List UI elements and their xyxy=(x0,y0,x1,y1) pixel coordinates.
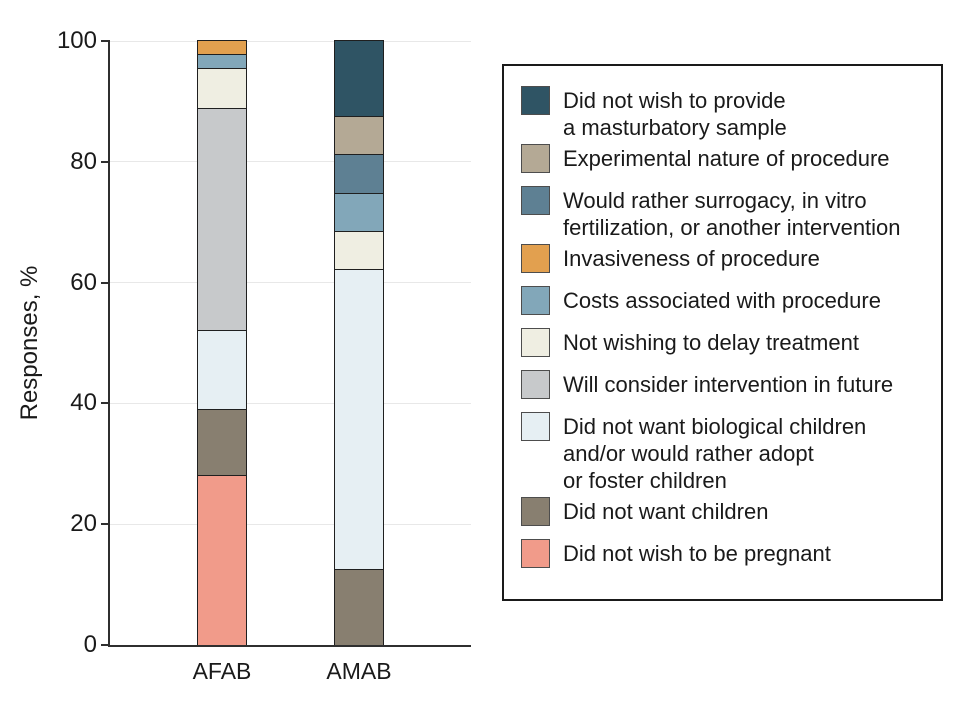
y-tick-mark xyxy=(101,644,108,646)
legend-label: Invasiveness of procedure xyxy=(563,244,820,272)
bar-amab xyxy=(334,40,384,646)
bar-segment xyxy=(198,408,246,475)
legend-label: Not wishing to delay treatment xyxy=(563,328,859,356)
y-tick-label: 40 xyxy=(70,389,97,417)
legend-label-line: Costs associated with procedure xyxy=(563,288,881,313)
y-tick-label: 80 xyxy=(70,147,97,175)
bar-segment xyxy=(198,108,246,331)
bar-segment xyxy=(198,54,246,69)
bar-segment xyxy=(198,68,246,109)
legend-item: Did not want children xyxy=(521,497,927,526)
legend-label: Did not wish to be pregnant xyxy=(563,539,831,567)
y-gridline xyxy=(110,161,471,163)
legend-label-line: Did not wish to provide xyxy=(563,88,786,113)
y-tick-mark xyxy=(101,523,108,526)
legend-label-line: fertilization, or another intervention xyxy=(563,215,901,240)
legend-label-line: Will consider intervention in future xyxy=(563,372,894,397)
legend-item: Not wishing to delay treatment xyxy=(521,328,927,357)
legend-swatch xyxy=(521,370,550,399)
legend-label-line: a masturbatory sample xyxy=(563,115,787,140)
bar-segment xyxy=(335,569,383,645)
legend-item: Did not wish to be pregnant xyxy=(521,539,927,568)
y-axis-line xyxy=(108,40,110,647)
legend-swatch xyxy=(521,286,550,315)
legend-box: Did not wish to provide a masturbatory sa… xyxy=(502,64,943,601)
y-tick-label: 20 xyxy=(70,510,97,538)
legend-label: Will consider intervention in future xyxy=(563,370,893,398)
bar-segment xyxy=(335,115,383,155)
legend-swatch xyxy=(521,86,550,115)
y-tick-label: 100 xyxy=(56,27,97,54)
bar-segment xyxy=(335,41,383,116)
legend-label-line: or foster children xyxy=(563,468,727,493)
legend-item: Did not want biological children and/or w… xyxy=(521,412,927,494)
legend-swatch xyxy=(521,328,550,357)
bar-segment xyxy=(335,154,383,193)
legend-label-line: Invasiveness of procedure xyxy=(563,246,820,271)
bar-segment xyxy=(198,330,246,409)
legend-label-line: Experimental nature of procedure xyxy=(563,146,890,171)
legend-swatch xyxy=(521,497,550,526)
y-tick-label: 0 xyxy=(83,631,97,658)
legend-swatch xyxy=(521,186,550,215)
bar-afab xyxy=(197,40,247,646)
y-tick-mark xyxy=(101,402,108,405)
y-gridline xyxy=(110,40,471,42)
legend-item: Experimental nature of procedure xyxy=(521,144,927,173)
legend-item: Would rather surrogacy, in vitro fertiliz… xyxy=(521,186,927,241)
y-tick-label: 60 xyxy=(70,268,97,296)
y-axis-title: Responses, % xyxy=(16,265,43,421)
legend-swatch xyxy=(521,539,550,568)
x-axis-line xyxy=(108,645,471,647)
bar-segment xyxy=(335,192,383,231)
bar-segment xyxy=(335,269,383,570)
legend-item: Will consider intervention in future xyxy=(521,370,927,399)
x-category-label: AMAB xyxy=(326,658,392,684)
legend-label: Did not want biological children and/or w… xyxy=(563,412,866,494)
legend-swatch xyxy=(521,412,550,441)
y-gridline xyxy=(110,402,471,404)
legend-label: Did not wish to provide a masturbatory sa… xyxy=(563,86,787,141)
legend-label-line: Did not want children xyxy=(563,499,769,524)
legend-item: Invasiveness of procedure xyxy=(521,244,927,273)
y-gridline xyxy=(110,523,471,525)
legend-label: Experimental nature of procedure xyxy=(563,144,890,172)
legend-label-line: Would rather surrogacy, in vitro xyxy=(563,188,867,213)
bar-segment xyxy=(335,230,383,270)
legend-label-line: Did not wish to be pregnant xyxy=(563,541,831,566)
legend-item: Did not wish to provide a masturbatory sa… xyxy=(521,86,927,141)
y-gridline xyxy=(110,282,471,284)
x-category-label: AFAB xyxy=(192,658,252,684)
bar-segment xyxy=(198,41,246,55)
y-tick-mark xyxy=(101,160,108,163)
legend-label-line: Not wishing to delay treatment xyxy=(563,330,859,355)
legend-label-line: Did not want biological children xyxy=(563,414,867,439)
legend-swatch xyxy=(521,244,550,273)
legend-swatch xyxy=(521,144,550,173)
bar-segment xyxy=(198,474,246,645)
legend-label: Would rather surrogacy, in vitro fertiliz… xyxy=(563,186,901,241)
legend-label: Did not want children xyxy=(563,497,768,525)
legend-label: Costs associated with procedure xyxy=(563,286,881,314)
legend-label-line: and/or would rather adopt xyxy=(563,441,814,466)
y-tick-mark xyxy=(101,281,108,284)
legend-item: Costs associated with procedure xyxy=(521,286,927,315)
y-tick-mark xyxy=(101,40,108,42)
